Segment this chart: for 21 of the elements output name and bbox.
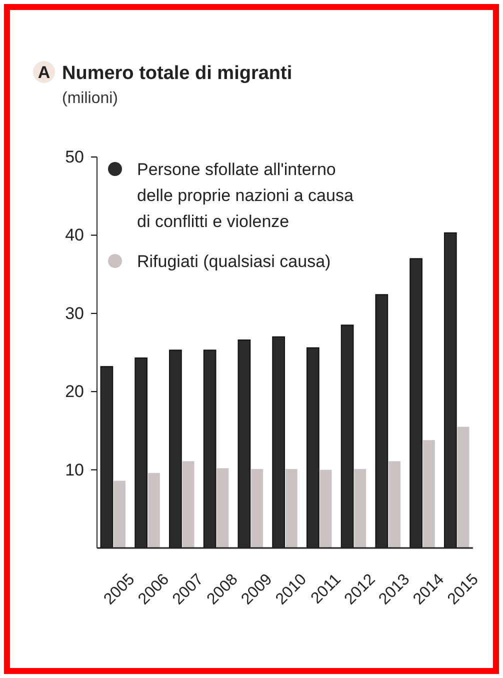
bar xyxy=(422,440,435,548)
bar xyxy=(320,470,332,548)
bar xyxy=(388,461,400,548)
bar xyxy=(251,469,264,548)
y-tick-label: 30 xyxy=(65,304,84,323)
chart-title: Numero totale di migranti xyxy=(62,63,292,84)
bar xyxy=(114,480,126,548)
y-tick-label: 40 xyxy=(65,226,84,245)
legend-label: Persone sfollate all'interno delle proprie nazioni a causa di conflitti e violenze xyxy=(137,160,354,231)
y-tick-label: 50 xyxy=(65,147,84,166)
bar xyxy=(148,472,160,548)
text: A xyxy=(38,63,50,82)
bar xyxy=(457,426,470,548)
bar xyxy=(286,469,298,548)
y-tick-label: 20 xyxy=(65,382,84,402)
bar xyxy=(354,469,366,548)
legend-label: Rifugiati (qualsiasi causa) xyxy=(137,252,331,271)
bar xyxy=(182,461,194,548)
chart-subtitle: (milioni) xyxy=(62,90,118,107)
y-tick-label: 10 xyxy=(65,460,84,480)
bar xyxy=(216,468,229,548)
